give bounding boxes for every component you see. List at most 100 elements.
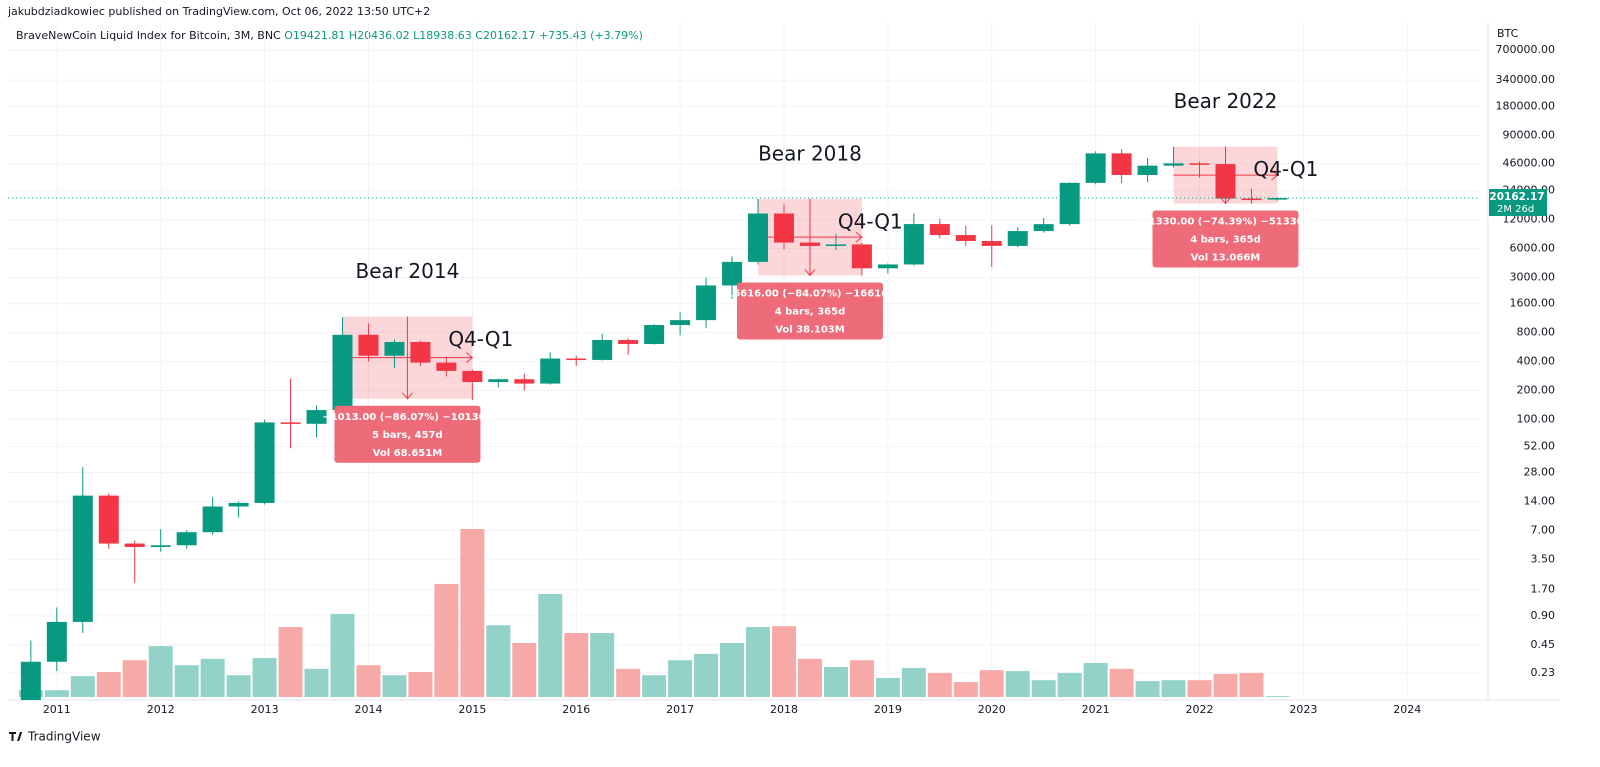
x-tick-label: 2022 [1186, 703, 1214, 716]
measure-text: Vol 13.066M [1191, 253, 1261, 264]
footer-text: TradingView [27, 730, 101, 744]
candle-body [1111, 153, 1132, 176]
x-tick-label: 2021 [1082, 703, 1110, 716]
publisher-line: jakubdziadkowiec published on TradingVie… [7, 5, 430, 18]
volume-bar [330, 613, 355, 697]
candle-body [1059, 182, 1080, 225]
y-tick-label: 14.00 [1524, 494, 1556, 507]
candle-body [1215, 164, 1236, 199]
volume-bar [408, 672, 433, 697]
volume-bar [460, 529, 485, 697]
y-tick-label: 200.00 [1517, 383, 1556, 396]
annotation-label: Q4-Q1 [448, 327, 513, 351]
y-tick-label: 0.90 [1531, 609, 1556, 622]
y-tick-label: 100.00 [1517, 412, 1556, 425]
volume-bar [720, 642, 745, 697]
volume-bar [823, 667, 848, 697]
candle-body [799, 242, 820, 246]
x-tick-label: 2015 [458, 703, 486, 716]
candle-body [306, 410, 327, 424]
candle-body [644, 325, 665, 344]
volume-bar [278, 627, 303, 697]
y-tick-label: 3.50 [1531, 552, 1556, 565]
volume-bar [927, 672, 952, 697]
measure-text: −51330.00 (−74.39%) −5133000 [1133, 217, 1317, 228]
y-tick-label: 700000.00 [1496, 43, 1556, 56]
candle-body [670, 320, 691, 326]
candle-body [540, 358, 561, 384]
volume-bar [1265, 696, 1290, 697]
candle-body [1033, 224, 1054, 232]
y-tick-label: 52.00 [1524, 440, 1556, 453]
measure-text: 4 bars, 365d [775, 306, 846, 317]
volume-bar [434, 583, 459, 697]
volume-bar [486, 625, 511, 697]
volume-bar [200, 658, 225, 697]
volume-bar [1083, 662, 1108, 697]
y-tick-label: 800.00 [1517, 326, 1556, 339]
volume-bar [148, 646, 173, 697]
y-tick-label: 180000.00 [1496, 100, 1556, 113]
volume-bar [1005, 671, 1030, 697]
candle-body [748, 213, 769, 262]
volume-bar [174, 665, 199, 697]
x-tick-label: 2017 [666, 703, 694, 716]
annotation-title: Bear 2018 [758, 141, 862, 165]
x-tick-label: 2024 [1393, 703, 1421, 716]
ohlc-change: +735.43 (+3.79%) [539, 29, 643, 42]
candle-body [410, 341, 431, 363]
ohlc-low: L18938.63 [413, 29, 472, 42]
arrow-head [466, 352, 474, 364]
volume-bar [356, 665, 381, 697]
volume-bar [668, 660, 693, 697]
measure-box [1152, 210, 1299, 268]
volume-bar [226, 675, 251, 697]
x-tick-label: 2013 [251, 703, 279, 716]
y-tick-label: 0.45 [1531, 638, 1556, 651]
volume-bar [96, 672, 121, 697]
x-tick-label: 2018 [770, 703, 798, 716]
volume-bar [1031, 680, 1056, 697]
volume-bar [1239, 672, 1264, 697]
volume-layer [18, 529, 1290, 697]
ohlc-close: C20162.17 [475, 29, 535, 42]
candle-body [1007, 231, 1028, 246]
volume-bar [979, 670, 1004, 697]
candle-body [851, 244, 872, 269]
candle-body [150, 545, 171, 547]
measure-text: 4 bars, 365d [1190, 235, 1261, 246]
x-tick-label: 2011 [43, 703, 71, 716]
x-tick-label: 2023 [1289, 703, 1317, 716]
candle-body [825, 244, 846, 246]
volume-bar [304, 668, 329, 697]
last-price-tag [1489, 189, 1547, 217]
candle-body [98, 495, 119, 544]
volume-bar [642, 675, 667, 697]
measure-box [736, 282, 883, 340]
measure-text: Vol 38.103M [775, 324, 845, 335]
candle-body [358, 334, 379, 356]
volume-bar [694, 653, 719, 697]
volume-bar [953, 682, 978, 697]
candle-body [592, 340, 613, 360]
measure-text: Vol 68.651M [373, 448, 443, 459]
measure-box [334, 405, 481, 463]
volume-bar [616, 668, 641, 697]
y-tick-label: 0.23 [1531, 666, 1556, 679]
volume-bar [512, 642, 537, 697]
candle-body [124, 543, 145, 547]
x-tick-label: 2012 [147, 703, 175, 716]
volume-bar [538, 593, 563, 697]
x-tick-label: 2019 [874, 703, 902, 716]
y-tick-label: 90000.00 [1503, 129, 1556, 142]
arrow-head [1271, 169, 1279, 181]
measure-text: 5 bars, 457d [372, 430, 443, 441]
candle-body [1137, 165, 1158, 176]
candle-body [1241, 198, 1262, 201]
candle-body [1163, 163, 1184, 166]
volume-bar [1187, 680, 1212, 697]
arrow-head [402, 392, 413, 400]
measure-text: −1013.00 (−86.07%) −101300 [322, 412, 492, 423]
candle-body [280, 422, 301, 424]
candle-layer [8, 146, 1480, 700]
